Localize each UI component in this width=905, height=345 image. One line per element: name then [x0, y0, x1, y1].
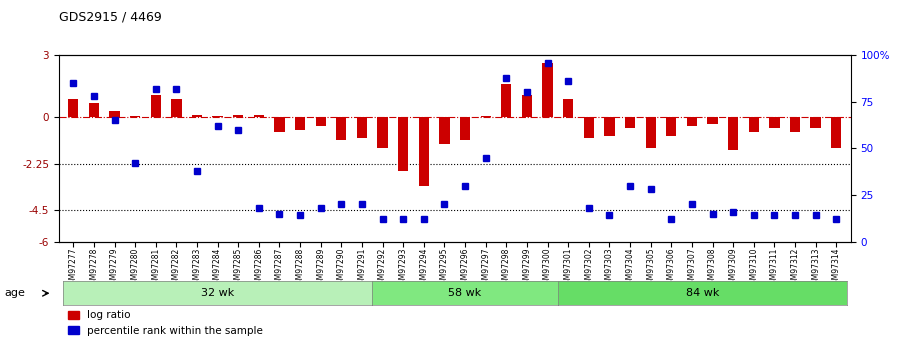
- Bar: [748, 117, 759, 132]
- Bar: [274, 117, 285, 132]
- Bar: [522, 95, 532, 117]
- Bar: [377, 117, 387, 148]
- Bar: [624, 117, 635, 128]
- Bar: [150, 95, 161, 117]
- Bar: [316, 117, 326, 126]
- Legend: log ratio, percentile rank within the sample: log ratio, percentile rank within the sa…: [64, 306, 267, 340]
- Bar: [192, 115, 202, 117]
- Bar: [419, 117, 429, 186]
- Bar: [336, 117, 347, 140]
- Bar: [605, 117, 614, 136]
- Text: GDS2915 / 4469: GDS2915 / 4469: [59, 10, 162, 23]
- Bar: [790, 117, 800, 132]
- Bar: [110, 111, 119, 117]
- Bar: [295, 117, 305, 130]
- Bar: [460, 117, 471, 140]
- Bar: [645, 117, 656, 148]
- Bar: [130, 116, 140, 117]
- Bar: [253, 115, 264, 117]
- Bar: [666, 117, 676, 136]
- Bar: [687, 117, 697, 126]
- Bar: [501, 84, 511, 117]
- Bar: [584, 117, 594, 138]
- Bar: [439, 117, 450, 144]
- Bar: [481, 116, 491, 117]
- Bar: [357, 117, 367, 138]
- Bar: [728, 117, 738, 150]
- Bar: [89, 103, 99, 117]
- Bar: [233, 115, 243, 117]
- Bar: [563, 99, 574, 117]
- Bar: [831, 117, 842, 148]
- Bar: [708, 117, 718, 124]
- Bar: [213, 116, 223, 117]
- Bar: [68, 99, 79, 117]
- Text: 58 wk: 58 wk: [449, 288, 481, 298]
- Bar: [542, 63, 553, 117]
- Bar: [171, 99, 182, 117]
- Bar: [398, 117, 408, 171]
- Text: age: age: [5, 288, 25, 298]
- Text: 32 wk: 32 wk: [201, 288, 234, 298]
- Text: 84 wk: 84 wk: [685, 288, 719, 298]
- Bar: [811, 117, 821, 128]
- Bar: [769, 117, 779, 128]
